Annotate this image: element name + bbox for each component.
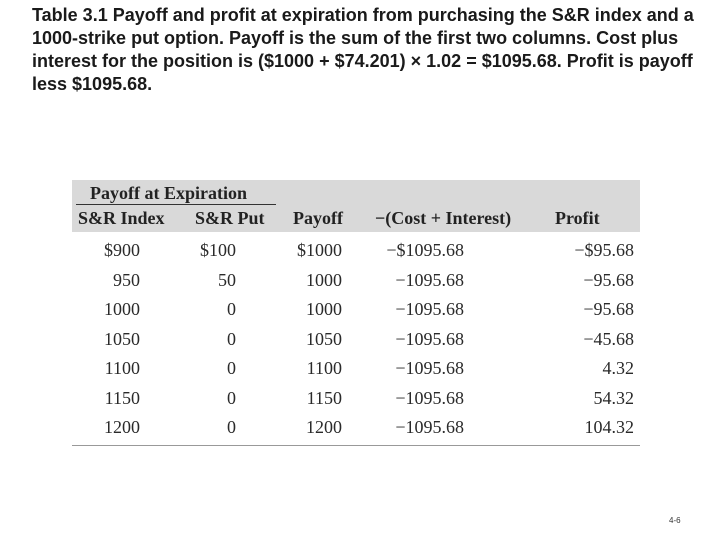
column-header-sr-put: S&R Put: [195, 208, 265, 228]
cell-sr-index: 1000: [104, 299, 140, 319]
cell-sr-put: 0: [227, 299, 236, 319]
column-header-payoff: Payoff: [293, 208, 343, 228]
group-header-rule: [76, 204, 276, 205]
cell-profit: −45.68: [583, 328, 634, 349]
group-header-payoff-at-expiration: Payoff at Expiration: [90, 183, 247, 203]
table-row: $900 $100 $1000 −$1095.68 −$95.68: [72, 236, 640, 266]
cell-sr-put: 0: [227, 387, 236, 408]
cell-cost-interest: −1095.68: [395, 387, 464, 408]
cell-sr-index: 1200: [104, 417, 140, 437]
cell-payoff: 1100: [306, 358, 342, 378]
column-header-cost-interest: −(Cost + Interest): [375, 208, 512, 228]
cell-payoff: $1000: [297, 240, 342, 260]
page-number: 4-6: [669, 516, 681, 525]
cell-payoff: 1050: [306, 328, 342, 349]
cell-profit: −$95.68: [574, 240, 634, 260]
cell-cost-interest: −1095.68: [395, 328, 464, 349]
cell-cost-interest: −$1095.68: [386, 240, 464, 260]
cell-profit: 4.32: [602, 358, 635, 378]
payoff-table: Payoff at Expiration S&R Index S&R Put P…: [72, 180, 640, 446]
cell-payoff: 1150: [306, 387, 342, 408]
column-header-sr-index: S&R Index: [78, 208, 165, 228]
cell-sr-put: 0: [227, 417, 236, 437]
cell-profit: −95.68: [583, 269, 634, 290]
cell-sr-index: 1150: [104, 387, 140, 408]
table-row: 1150 0 1150 −1095.68 54.32: [72, 384, 640, 414]
cell-sr-index: 950: [113, 269, 140, 290]
table-caption: Table 3.1 Payoff and profit at expiratio…: [32, 5, 694, 94]
cell-sr-index: $900: [104, 240, 140, 260]
cell-profit: −95.68: [583, 299, 634, 319]
cell-payoff: 1200: [306, 417, 342, 437]
cell-sr-put: $100: [200, 240, 236, 260]
cell-sr-put: 0: [227, 358, 236, 378]
cell-cost-interest: −1095.68: [395, 299, 464, 319]
table-row: 1200 0 1200 −1095.68 104.32: [72, 413, 640, 443]
cell-cost-interest: −1095.68: [395, 417, 464, 437]
cell-sr-index: 1050: [104, 328, 140, 349]
cell-sr-put: 0: [227, 328, 236, 349]
table-bottom-rule: [72, 444, 640, 446]
table-header: Payoff at Expiration S&R Index S&R Put P…: [72, 180, 640, 232]
table-row: 1000 0 1000 −1095.68 −95.68: [72, 295, 640, 325]
cell-sr-index: 1100: [104, 358, 140, 378]
table-row: 1050 0 1050 −1095.68 −45.68: [72, 325, 640, 355]
cell-payoff: 1000: [306, 269, 342, 290]
table-body: $900 $100 $1000 −$1095.68 −$95.68 950 50…: [72, 236, 640, 443]
column-header-profit: Profit: [555, 208, 600, 228]
cell-sr-put: 50: [218, 269, 236, 290]
cell-cost-interest: −1095.68: [395, 269, 464, 290]
cell-profit: 104.32: [584, 417, 635, 437]
cell-profit: 54.32: [593, 387, 635, 408]
table-row: 950 50 1000 −1095.68 −95.68: [72, 266, 640, 296]
cell-payoff: 1000: [306, 299, 342, 319]
table-row: 1100 0 1100 −1095.68 4.32: [72, 354, 640, 384]
cell-cost-interest: −1095.68: [395, 358, 464, 378]
